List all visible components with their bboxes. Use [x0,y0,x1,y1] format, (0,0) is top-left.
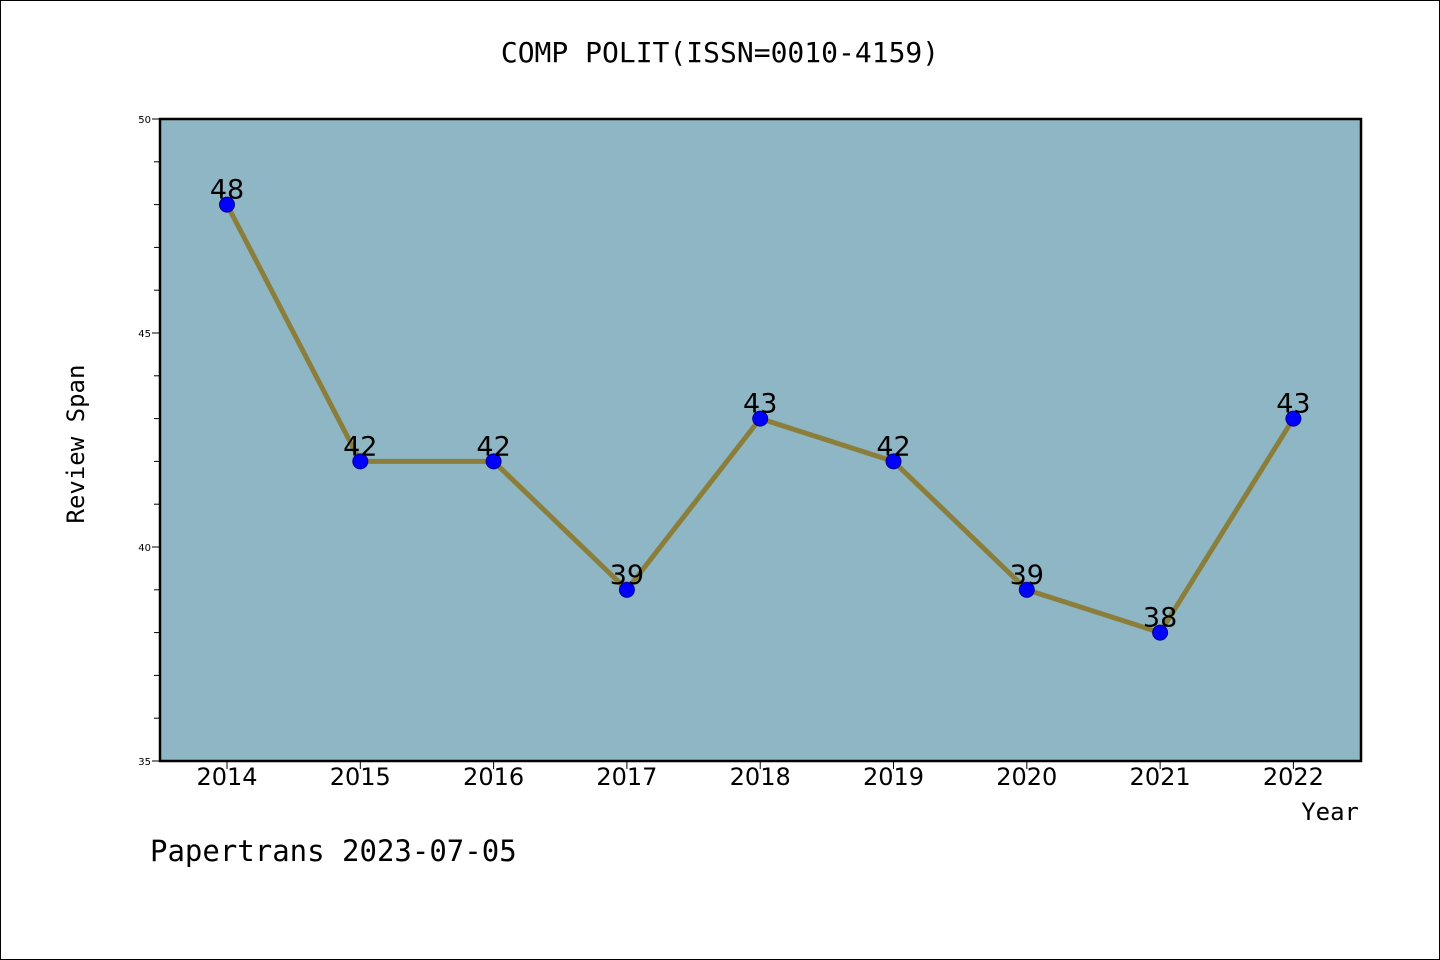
footer-watermark: Papertrans 2023-07-05 [150,834,517,868]
data-point [219,196,235,213]
chart-title: COMP POLIT(ISSN=0010-4159) [500,36,940,69]
x-tick-label: 2019 [863,763,924,791]
data-point [485,453,502,470]
x-tick-label: 2018 [730,763,791,791]
data-point [352,453,369,470]
y-axis-label: Review Span [62,365,90,524]
x-tick-label: 2021 [1130,763,1191,791]
x-tick-label: 2017 [596,763,657,791]
y-tick-label: 50 [138,115,151,126]
data-label: 42 [343,431,377,462]
data-point [752,410,769,427]
x-axis-label: Year [1301,798,1359,826]
data-label: 39 [1010,560,1044,591]
data-label: 38 [1143,603,1177,634]
y-tick-label: 35 [138,757,151,768]
plot-area [160,119,1361,761]
x-tick-label: 2016 [463,763,524,791]
data-label: 42 [476,431,510,462]
data-label: 42 [876,431,910,462]
data-labels: 48 42 42 39 43 42 39 38 43 [210,175,1311,634]
x-tick-label: 2020 [996,763,1057,791]
data-label: 39 [610,560,644,591]
plot-border [158,117,1363,763]
data-point [1152,624,1169,641]
y-tick-label: 45 [138,329,151,340]
x-tick-label: 2014 [196,763,257,791]
data-point [1018,581,1035,598]
series-markers [219,196,1302,641]
data-point [885,453,902,470]
data-label: 43 [743,389,777,420]
data-point [618,581,635,598]
data-label: 43 [1276,389,1310,420]
x-axis: 2014 2015 2016 2017 2018 2019 2020 2021 2022 [196,761,1324,791]
y-axis: 35 40 45 50 [138,115,160,768]
data-point [1285,410,1302,427]
x-tick-label: 2022 [1263,763,1324,791]
x-tick-label: 2015 [330,763,391,791]
data-label: 48 [210,175,244,206]
y-tick-label: 40 [138,543,151,554]
